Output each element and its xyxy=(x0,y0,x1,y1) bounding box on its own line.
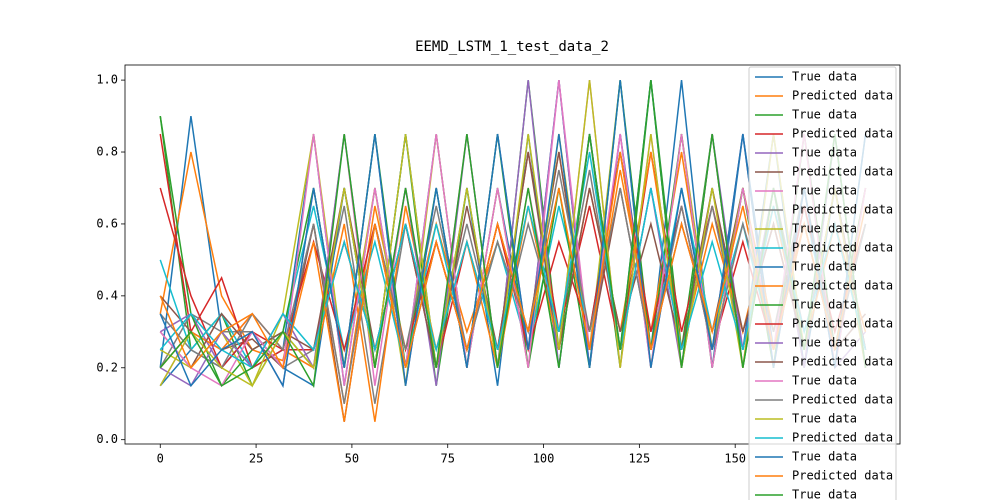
x-tick-label: 150 xyxy=(724,452,746,466)
y-tick-label: 1.0 xyxy=(96,73,118,87)
legend-label: True data xyxy=(792,412,857,426)
series-line xyxy=(159,80,867,389)
legend-label: Predicted data xyxy=(792,89,893,103)
x-tick-label: 0 xyxy=(157,452,164,466)
axes-frame xyxy=(124,64,901,445)
legend-label: True data xyxy=(792,70,857,84)
legend-label: True data xyxy=(792,108,857,122)
legend-label: True data xyxy=(792,374,857,388)
legend-label: Predicted data xyxy=(792,355,893,369)
legend-label: Predicted data xyxy=(792,393,893,407)
legend-label: True data xyxy=(792,260,857,274)
legend-label: True data xyxy=(792,222,857,236)
series-line xyxy=(159,80,867,388)
legend-label: Predicted data xyxy=(792,431,893,445)
legend-label: Predicted data xyxy=(792,127,893,141)
chart-title: EEMD_LSTM_1_test_data_2 xyxy=(415,39,609,55)
y-tick-label: 0.6 xyxy=(96,216,118,230)
x-tick-label: 50 xyxy=(345,452,359,466)
legend-label: True data xyxy=(792,146,857,160)
legend-label: Predicted data xyxy=(792,469,893,483)
y-tick-label: 0.2 xyxy=(96,360,118,374)
plot-area xyxy=(159,80,867,422)
legend-label: Predicted data xyxy=(792,317,893,331)
legend-box xyxy=(748,66,897,500)
legend-label: True data xyxy=(792,184,857,198)
legend-label: True data xyxy=(792,336,857,350)
legend-label: True data xyxy=(792,450,857,464)
x-tick-label: 100 xyxy=(533,452,555,466)
legend-label: Predicted data xyxy=(792,279,893,293)
y-tick-label: 0.8 xyxy=(96,145,118,159)
y-tick-label: 0.0 xyxy=(96,432,118,446)
x-tick-label: 25 xyxy=(249,452,263,466)
legend-label: Predicted data xyxy=(792,241,893,255)
legend-label: Predicted data xyxy=(792,165,893,179)
x-tick-label: 75 xyxy=(440,452,454,466)
series-line xyxy=(159,169,867,404)
legend-label: True data xyxy=(792,298,857,312)
y-tick-label: 0.4 xyxy=(96,288,118,302)
legend-label: True data xyxy=(792,488,857,500)
x-tick-label: 125 xyxy=(629,452,651,466)
legend-label: Predicted data xyxy=(792,203,893,217)
